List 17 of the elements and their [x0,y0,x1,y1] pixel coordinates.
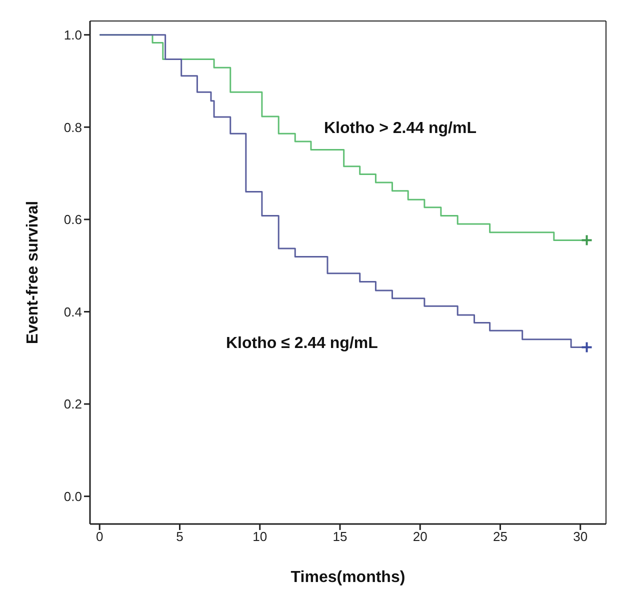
x-tick-label: 15 [332,529,348,544]
y-tick-label: 0.8 [64,120,82,135]
x-tick-label: 0 [96,529,104,544]
y-tick-label: 0.0 [64,488,82,504]
x-tick-label: 20 [412,529,428,544]
annotation: Klotho ≤ 2.44 ng/mL [226,335,378,353]
x-tick-label: 5 [176,529,184,544]
y-tick-label: 0.4 [64,304,82,320]
y-tick-label: 0.2 [64,396,82,412]
y-tick-label: 0.6 [64,212,82,228]
y-axis-title: Event-free survival [24,200,42,344]
y-tick-label: 1.0 [64,27,82,42]
x-tick-label: 10 [252,529,268,544]
x-axis-title: Times(months) [290,569,406,586]
x-tick-label: 25 [493,529,508,544]
annotation: Klotho > 2.44 ng/mL [324,120,476,138]
x-tick-label: 30 [573,529,588,544]
